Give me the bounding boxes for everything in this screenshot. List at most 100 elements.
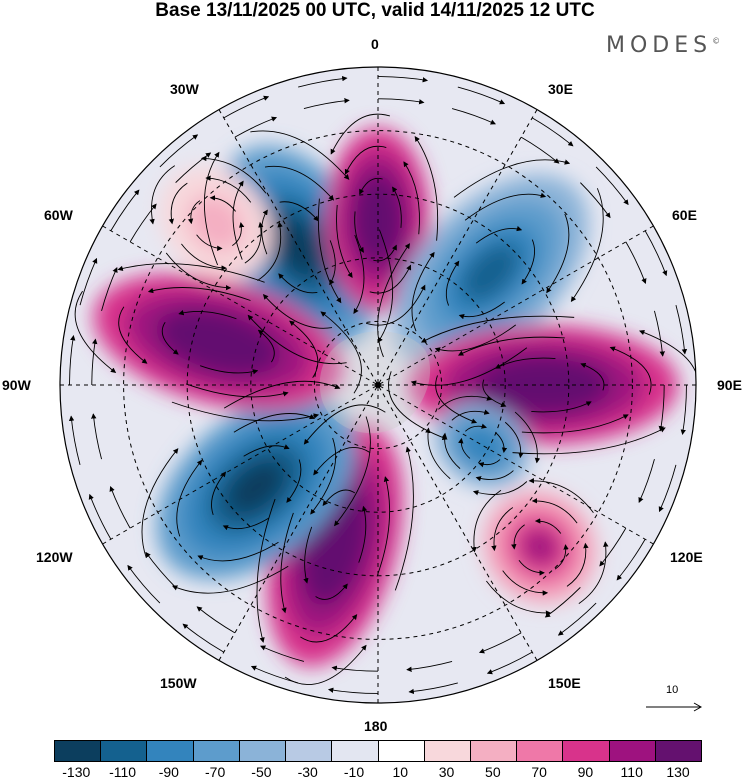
- streamline-arrow: [675, 305, 688, 355]
- streamline-arrow: [441, 432, 461, 469]
- reference-vector-arrow: [646, 702, 703, 712]
- streamline-arrow: [334, 416, 371, 527]
- streamline-arrow: [243, 444, 290, 457]
- colorbar-tick-label: 130: [666, 764, 690, 780]
- streamline-arrow: [438, 395, 493, 410]
- streamline-arrow: [394, 446, 414, 591]
- streamline-arrow: [616, 539, 646, 581]
- streamline-arrow: [486, 580, 552, 616]
- streamline-arrow: [482, 379, 507, 408]
- streamline-arrow: [464, 192, 547, 221]
- colorbar-swatch: [147, 741, 194, 761]
- streamline-arrow: [544, 587, 581, 618]
- streamline-arrow: [205, 175, 252, 203]
- streamline-arrow: [161, 321, 179, 355]
- streamline-arrow: [531, 498, 578, 524]
- streamline-arrow: [127, 564, 161, 604]
- streamline-arrow: [185, 383, 289, 398]
- streamline-arrow: [303, 98, 350, 109]
- streamline-arrow: [329, 240, 336, 286]
- streamline-arrow: [625, 241, 647, 285]
- streamline-arrow: [289, 320, 319, 378]
- streamline-arrow: [377, 229, 394, 343]
- streamline-arrow: [101, 267, 118, 312]
- streamline-arrow: [353, 234, 365, 314]
- lon-label-120e: 120E: [670, 549, 703, 565]
- streamline-arrow: [411, 251, 435, 332]
- brand-mark: ©: [712, 36, 721, 46]
- streamline-arrow: [222, 517, 269, 531]
- streamline-arrow: [451, 108, 496, 125]
- streamline-arrow: [521, 239, 535, 285]
- streamline-arrow: [475, 470, 514, 482]
- streamline-arrow: [658, 464, 677, 513]
- streamline-arrow: [79, 257, 98, 306]
- latitude-circle: [123, 130, 633, 640]
- streamline-arrow: [658, 384, 665, 432]
- anomaly-contour: [460, 243, 520, 303]
- streamline-arrow: [644, 230, 668, 277]
- streamline-arrow: [261, 209, 268, 255]
- streamline-arrow: [244, 221, 264, 264]
- streamline-arrow: [410, 347, 528, 386]
- streamline-arrow: [458, 301, 505, 320]
- lon-label-0: 0: [371, 36, 379, 52]
- streamline-arrow: [200, 155, 267, 194]
- streamline-arrow: [88, 493, 112, 540]
- streamline-arrow: [359, 177, 383, 195]
- streamline-arrow: [262, 293, 333, 329]
- streamline-arrow: [175, 152, 212, 183]
- streamline-arrow: [406, 661, 453, 672]
- colorbar-swatch: [286, 741, 333, 761]
- streamline-arrow: [211, 471, 227, 516]
- streamline-arrow: [434, 324, 517, 353]
- colorbar-tick-label: -90: [158, 764, 179, 780]
- streamline-arrow: [91, 338, 98, 386]
- streamline-arrow: [654, 310, 665, 357]
- colorbar-swatch: [55, 741, 102, 761]
- colorbar-tick-label: -10: [343, 764, 365, 780]
- streamline-arrow: [478, 459, 501, 468]
- streamline-arrow: [495, 432, 508, 453]
- anomaly-contour: [522, 529, 558, 565]
- streamline-arrow: [502, 570, 549, 596]
- lon-label-30e: 30E: [548, 81, 573, 97]
- streamline-arrow: [531, 401, 592, 413]
- streamline-arrow: [578, 541, 609, 604]
- streamline-arrow: [182, 623, 224, 653]
- streamline-arrow: [313, 447, 371, 476]
- streamline-arrow: [377, 98, 425, 105]
- streamline-arrow: [171, 401, 320, 422]
- streamline-arrow: [377, 76, 429, 83]
- streamline-arrow: [199, 365, 259, 375]
- streamline-arrow: [504, 421, 524, 459]
- streamline-arrow: [392, 186, 402, 228]
- streamline-arrow: [68, 415, 81, 465]
- reference-vector-label: 10: [666, 684, 679, 696]
- streamline-arrow: [570, 188, 604, 303]
- streamline-arrow: [486, 651, 533, 675]
- lon-label-60e: 60E: [672, 207, 697, 223]
- streamline-arrow: [336, 204, 353, 279]
- streamline-arrow: [457, 336, 565, 356]
- streamline-arrow: [327, 687, 379, 694]
- streamline-arrow: [557, 602, 597, 636]
- lon-label-90e: 90E: [717, 377, 742, 393]
- colorbar-swatch: [470, 741, 518, 761]
- streamline-arrow: [514, 411, 541, 464]
- latitude-circle: [250, 257, 506, 513]
- latitude-circle: [186, 193, 570, 577]
- streamline-arrow: [129, 203, 157, 243]
- streamline-arrow: [286, 459, 302, 503]
- streamline-arrow: [566, 542, 589, 587]
- streamline-arrow: [141, 448, 179, 559]
- anomaly-contour: [273, 216, 324, 278]
- streamline-arrow: [149, 165, 176, 225]
- streamline-arrow: [511, 524, 525, 550]
- streamline-arrow: [554, 544, 569, 570]
- streamline-arrow: [532, 117, 574, 147]
- colorbar-swatch: [332, 741, 379, 761]
- streamline-arrow: [109, 485, 131, 529]
- streamline-arrow: [181, 243, 227, 271]
- streamline-arrow: [256, 498, 276, 643]
